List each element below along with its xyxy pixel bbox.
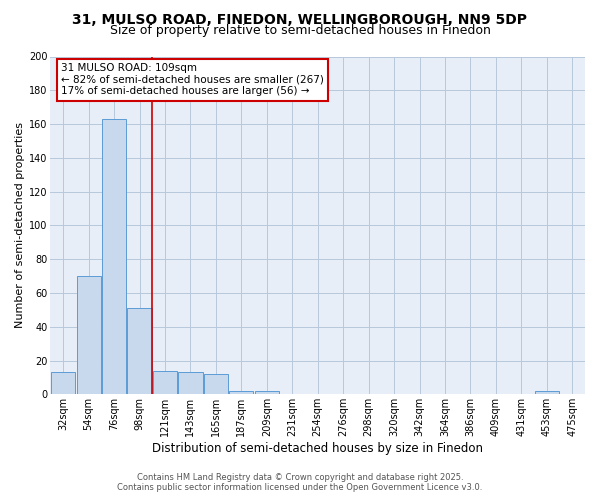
Bar	[535, 391, 559, 394]
Bar	[102, 119, 126, 394]
Bar	[229, 391, 253, 394]
X-axis label: Distribution of semi-detached houses by size in Finedon: Distribution of semi-detached houses by …	[152, 442, 483, 455]
Bar	[255, 391, 279, 394]
Text: 31, MULSO ROAD, FINEDON, WELLINGBOROUGH, NN9 5DP: 31, MULSO ROAD, FINEDON, WELLINGBOROUGH,…	[73, 12, 527, 26]
Bar	[51, 372, 75, 394]
Y-axis label: Number of semi-detached properties: Number of semi-detached properties	[15, 122, 25, 328]
Text: Size of property relative to semi-detached houses in Finedon: Size of property relative to semi-detach…	[110, 24, 490, 37]
Text: Contains HM Land Registry data © Crown copyright and database right 2025.
Contai: Contains HM Land Registry data © Crown c…	[118, 473, 482, 492]
Bar	[204, 374, 228, 394]
Bar	[178, 372, 203, 394]
Bar	[127, 308, 152, 394]
Bar	[77, 276, 101, 394]
Text: 31 MULSO ROAD: 109sqm
← 82% of semi-detached houses are smaller (267)
17% of sem: 31 MULSO ROAD: 109sqm ← 82% of semi-deta…	[61, 64, 324, 96]
Bar	[153, 370, 177, 394]
